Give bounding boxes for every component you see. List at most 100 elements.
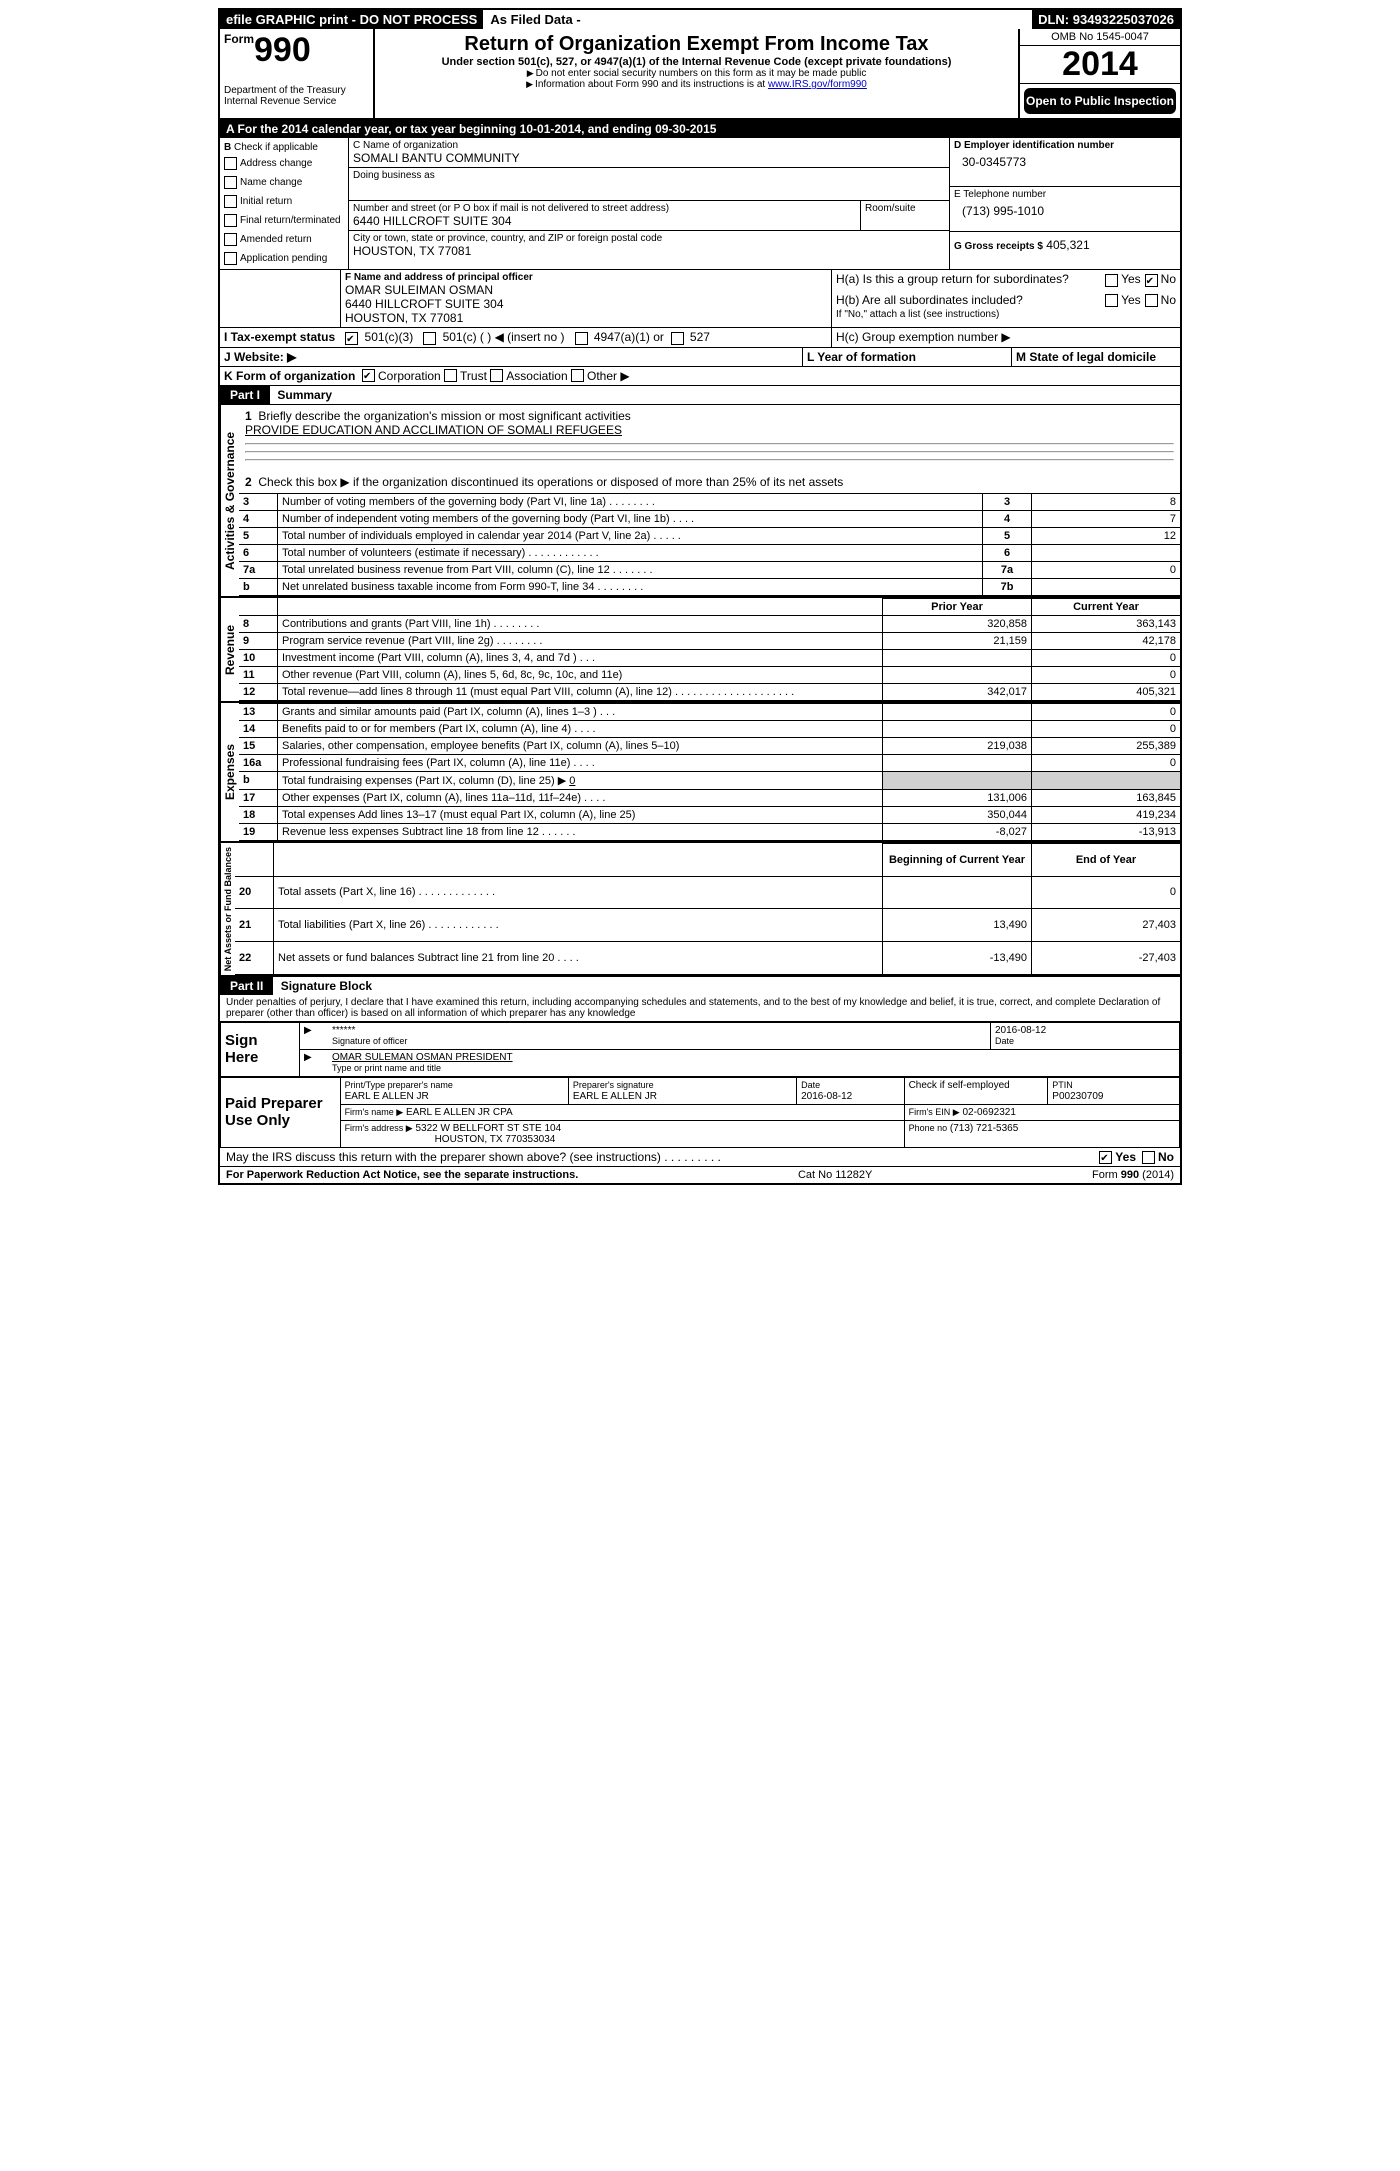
- cb-final-return[interactable]: Final return/terminated: [224, 214, 344, 227]
- discuss-no[interactable]: No: [1142, 1150, 1174, 1164]
- col-d-right: D Employer identification number 30-0345…: [949, 138, 1180, 269]
- expenses-section: Expenses 13 Grants and similar amounts p…: [220, 701, 1180, 841]
- footer: For Paperwork Reduction Act Notice, see …: [220, 1167, 1180, 1183]
- phone-value: (713) 995-1010: [954, 200, 1176, 218]
- form-number: Form990: [224, 33, 369, 67]
- officer-signature: ******: [332, 1025, 355, 1036]
- cb-501c[interactable]: [423, 332, 436, 345]
- cat-no: Cat No 11282Y: [798, 1169, 872, 1181]
- form-footer: Form 990 (2014): [1092, 1169, 1174, 1181]
- dba-label: Doing business as: [353, 170, 945, 181]
- section-fh: F Name and address of principal officer …: [220, 270, 1180, 328]
- header-mid: Return of Organization Exempt From Incom…: [375, 29, 1018, 118]
- cb-address-change[interactable]: Address change: [224, 157, 344, 170]
- open-inspection: Open to Public Inspection: [1024, 88, 1176, 114]
- m-label: M State of legal domicile: [1016, 350, 1156, 364]
- city-label: City or town, state or province, country…: [353, 233, 945, 244]
- paid-preparer-table: Paid Preparer Use Only Print/Type prepar…: [220, 1077, 1180, 1148]
- as-filed-data: As Filed Data -: [484, 10, 1032, 29]
- sign-here-label: Sign Here: [221, 1022, 300, 1076]
- cb-association[interactable]: [490, 369, 503, 382]
- ein-value: 30-0345773: [954, 151, 1176, 169]
- irs-link[interactable]: www.IRS.gov/form990: [768, 79, 867, 90]
- officer-name: OMAR SULEMAN OSMAN PRESIDENT: [332, 1052, 513, 1063]
- dept-treasury: Department of the Treasury: [224, 85, 369, 96]
- gross-value: 405,321: [1046, 238, 1089, 252]
- firm-city: HOUSTON, TX 770353034: [435, 1134, 556, 1145]
- cb-amended-return[interactable]: Amended return: [224, 233, 344, 246]
- firm-phone: (713) 721-5365: [950, 1123, 1018, 1134]
- section-k: K Form of organization Corporation Trust…: [220, 367, 1180, 386]
- h-c: H(c) Group exemption number ▶: [831, 328, 1180, 346]
- h-a: H(a) Is this a group return for subordin…: [836, 272, 1105, 286]
- cb-501c3[interactable]: [345, 332, 358, 345]
- revenue-section: Revenue Prior Year Current Year 8 Contri…: [220, 596, 1180, 701]
- efile-notice: efile GRAPHIC print - DO NOT PROCESS: [220, 10, 484, 29]
- h-a-no[interactable]: No: [1145, 272, 1176, 286]
- section-h: H(a) Is this a group return for subordin…: [832, 270, 1180, 327]
- discuss-yes[interactable]: Yes: [1099, 1150, 1136, 1164]
- firm-ein: 02-0692321: [963, 1107, 1016, 1118]
- org-name: SOMALI BANTU COMMUNITY: [353, 151, 945, 165]
- h-b: H(b) Are all subordinates included?: [836, 293, 1105, 307]
- header-right: OMB No 1545-0047 2014 Open to Public Ins…: [1018, 29, 1180, 118]
- ein-label: D Employer identification number: [954, 140, 1176, 151]
- line-1: 1 Briefly describe the organization's mi…: [239, 405, 1180, 471]
- h-b-no[interactable]: No: [1145, 293, 1176, 307]
- sign-here-table: Sign Here ▶ ****** Signature of officer …: [220, 1022, 1180, 1077]
- paid-preparer-label: Paid Preparer Use Only: [221, 1077, 341, 1147]
- form-990: efile GRAPHIC print - DO NOT PROCESS As …: [218, 8, 1182, 1185]
- dln: DLN: 93493225037026: [1032, 10, 1180, 29]
- ptin-value: P00230709: [1052, 1091, 1103, 1102]
- side-expenses: Expenses: [220, 703, 239, 841]
- h-b-yes[interactable]: Yes: [1105, 293, 1141, 307]
- may-discuss-row: May the IRS discuss this return with the…: [220, 1148, 1180, 1167]
- line-2: 2 Check this box ▶ if the organization d…: [239, 471, 1180, 493]
- preparer-name: EARL E ALLEN JR: [345, 1091, 429, 1102]
- header-left: Form990 Department of the Treasury Inter…: [220, 29, 375, 118]
- h-a-yes[interactable]: Yes: [1105, 272, 1141, 286]
- side-revenue: Revenue: [220, 598, 239, 701]
- gross-label: G Gross receipts $: [954, 241, 1043, 252]
- addr-label: Number and street (or P O box if mail is…: [353, 203, 856, 214]
- irs-label: Internal Revenue Service: [224, 96, 369, 107]
- section-bcdefg: B Check if applicable Address change Nam…: [220, 138, 1180, 270]
- ssn-note: Do not enter social security numbers on …: [383, 68, 1010, 79]
- cb-name-change[interactable]: Name change: [224, 176, 344, 189]
- top-bar: efile GRAPHIC print - DO NOT PROCESS As …: [220, 10, 1180, 29]
- section-j: J Website: ▶ L Year of formation M State…: [220, 348, 1180, 367]
- cb-initial-return[interactable]: Initial return: [224, 195, 344, 208]
- ag-table: 3 Number of voting members of the govern…: [239, 493, 1180, 596]
- part-i-body: Activities & Governance 1 Briefly descri…: [220, 405, 1180, 596]
- form-header: Form990 Department of the Treasury Inter…: [220, 29, 1180, 120]
- preparer-signature: EARL E ALLEN JR: [573, 1091, 657, 1102]
- cb-527[interactable]: [671, 332, 684, 345]
- cb-application-pending[interactable]: Application pending: [224, 252, 344, 265]
- mission-text: PROVIDE EDUCATION AND ACCLIMATION OF SOM…: [245, 423, 622, 437]
- org-address: 6440 HILLCROFT SUITE 304: [353, 214, 856, 228]
- netassets-section: Net Assets or Fund Balances Beginning of…: [220, 841, 1180, 975]
- info-note: Information about Form 990 and its instr…: [383, 79, 1010, 90]
- form-title: Return of Organization Exempt From Incom…: [383, 33, 1010, 56]
- perjury-declaration: Under penalties of perjury, I declare th…: [220, 995, 1180, 1022]
- officer-sig-date: 2016-08-12: [995, 1025, 1046, 1036]
- line-a: A For the 2014 calendar year, or tax yea…: [220, 120, 1180, 138]
- tax-year: 2014: [1020, 46, 1180, 84]
- side-activities: Activities & Governance: [220, 405, 239, 596]
- part-ii-header: Part II Signature Block: [220, 975, 1180, 995]
- cb-trust[interactable]: [444, 369, 457, 382]
- org-name-label: C Name of organization: [353, 140, 945, 151]
- section-i: I Tax-exempt status 501(c)(3) 501(c) ( )…: [220, 328, 1180, 347]
- l-label: L Year of formation: [807, 350, 916, 364]
- self-employed-check[interactable]: Check if self-employed: [904, 1077, 1048, 1104]
- firm-name: EARL E ALLEN JR CPA: [406, 1107, 513, 1118]
- preparer-date: 2016-08-12: [801, 1091, 852, 1102]
- spacer-b: [220, 270, 341, 327]
- principal-officer: F Name and address of principal officer …: [341, 270, 832, 327]
- cb-4947[interactable]: [575, 332, 588, 345]
- netassets-table: Beginning of Current Year End of Year 20…: [235, 843, 1180, 975]
- cb-other[interactable]: [571, 369, 584, 382]
- side-netassets: Net Assets or Fund Balances: [220, 843, 235, 975]
- col-c-orginfo: C Name of organization SOMALI BANTU COMM…: [349, 138, 949, 269]
- cb-corporation[interactable]: [362, 369, 375, 382]
